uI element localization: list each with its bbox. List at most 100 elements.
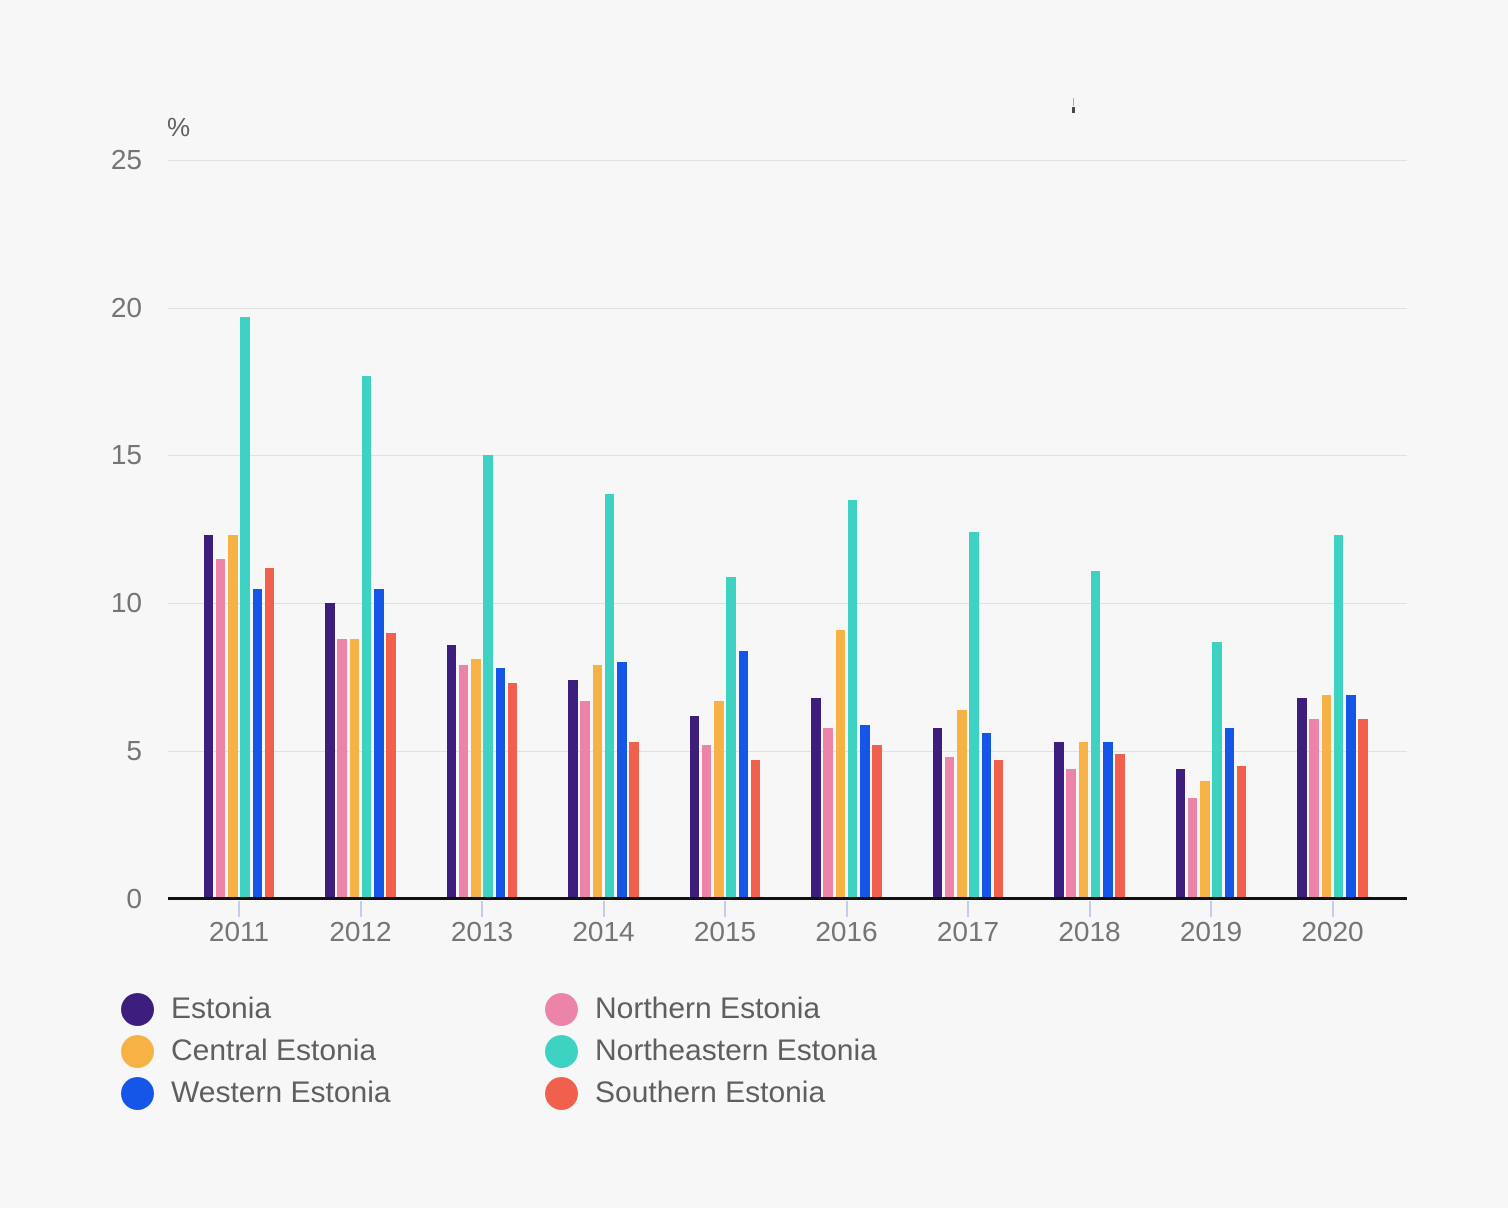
x-axis-tick-2017 [967, 901, 969, 917]
bar-northern-estonia-2011[interactable] [215, 558, 226, 899]
x-axis-tick-2016 [845, 901, 848, 917]
bar-western-estonia-2016[interactable] [860, 724, 870, 899]
bar-southern-estonia-2020[interactable] [1358, 718, 1368, 899]
x-axis-tick-2018 [1088, 901, 1091, 917]
bar-western-estonia-2013[interactable] [495, 668, 506, 899]
bar-northern-estonia-2013[interactable] [458, 665, 469, 899]
bar-northern-estonia-2014[interactable] [580, 700, 590, 899]
bar-northeastern-estonia-2014[interactable] [604, 493, 615, 899]
bar-central-estonia-2011[interactable] [228, 535, 238, 899]
bar-central-estonia-2019[interactable] [1200, 780, 1210, 899]
x-axis-tick-2013 [481, 901, 483, 917]
bar-northeastern-estonia-2012[interactable] [361, 375, 372, 899]
bar-northern-estonia-2018[interactable] [1066, 768, 1076, 899]
bar-estonia-2015[interactable] [689, 715, 700, 899]
bar-estonia-2017[interactable] [932, 727, 943, 899]
legend-item-northeastern-estonia[interactable]: Northeastern Estonia [545, 1034, 877, 1068]
x-axis-tick-2012 [359, 901, 362, 917]
y-axis-label-25: 25 [110, 143, 142, 175]
y-axis-label-10: 10 [110, 587, 142, 619]
bar-northeastern-estonia-2016[interactable] [847, 499, 858, 899]
legend-item-estonia[interactable]: Estonia [121, 992, 545, 1026]
y-axis-label-20: 20 [110, 291, 142, 323]
bar-northern-estonia-2016[interactable] [823, 727, 833, 899]
y-axis-label-15: 15 [110, 439, 142, 471]
bar-western-estonia-2017[interactable] [981, 733, 992, 899]
x-axis-label-2014: 2014 [572, 916, 635, 947]
legend-item-southern-estonia[interactable]: Southern Estonia [545, 1076, 877, 1110]
legend-swatch-icon [545, 1034, 578, 1068]
legend-swatch-icon [121, 1076, 154, 1110]
bar-central-estonia-2012[interactable] [349, 638, 360, 899]
bar-central-estonia-2015[interactable] [714, 700, 724, 899]
legend-item-northern-estonia[interactable]: Northern Estonia [545, 992, 877, 1026]
x-axis-tick-2011 [238, 901, 240, 917]
bar-western-estonia-2018[interactable] [1103, 742, 1113, 899]
bar-southern-estonia-2019[interactable] [1236, 765, 1247, 899]
bar-southern-estonia-2016[interactable] [872, 745, 882, 899]
bar-central-estonia-2013[interactable] [471, 659, 481, 899]
bar-estonia-2016[interactable] [811, 697, 821, 899]
bar-southern-estonia-2014[interactable] [629, 742, 639, 899]
legend-item-western-estonia[interactable]: Western Estonia [121, 1076, 545, 1110]
legend-swatch-icon [121, 992, 154, 1026]
x-axis-label-2017: 2017 [936, 916, 1000, 947]
bar-central-estonia-2016[interactable] [835, 629, 846, 899]
bar-northern-estonia-2020[interactable] [1309, 718, 1319, 899]
stray-artifact-mark [1072, 98, 1075, 114]
gridline-25 [168, 159, 1407, 161]
bar-southern-estonia-2017[interactable] [993, 760, 1004, 899]
bar-western-estonia-2012[interactable] [374, 588, 384, 899]
chart-legend: Estonia Central Estonia Western Estonia Nor… [121, 988, 877, 1114]
gridline-15 [168, 455, 1407, 457]
bar-southern-estonia-2011[interactable] [264, 567, 275, 899]
bar-northern-estonia-2012[interactable] [337, 638, 347, 899]
legend-label: Southern Estonia [595, 1076, 826, 1109]
bar-estonia-2018[interactable] [1054, 742, 1064, 899]
bar-western-estonia-2014[interactable] [617, 662, 627, 899]
bar-western-estonia-2011[interactable] [252, 588, 263, 899]
bar-southern-estonia-2013[interactable] [507, 683, 518, 899]
x-axis-label-2012: 2012 [329, 916, 392, 947]
x-axis-tick-2020 [1331, 901, 1334, 917]
bar-western-estonia-2015[interactable] [738, 650, 749, 899]
y-axis-label-0: 0 [126, 883, 142, 914]
bar-southern-estonia-2015[interactable] [750, 760, 761, 899]
x-axis-tick-2014 [602, 901, 605, 917]
bar-estonia-2014[interactable] [568, 680, 578, 899]
x-axis-label-2011: 2011 [208, 916, 270, 947]
bar-central-estonia-2014[interactable] [592, 665, 603, 899]
bar-northern-estonia-2019[interactable] [1187, 798, 1198, 899]
bar-estonia-2012[interactable] [325, 603, 335, 899]
bar-northern-estonia-2015[interactable] [701, 745, 712, 899]
bar-estonia-2019[interactable] [1175, 768, 1186, 899]
x-axis-label-2018: 2018 [1058, 916, 1121, 947]
x-axis-tick-2015 [724, 901, 726, 917]
bar-central-estonia-2018[interactable] [1078, 742, 1089, 899]
bar-southern-estonia-2018[interactable] [1115, 754, 1125, 899]
bar-northern-estonia-2017[interactable] [944, 757, 955, 899]
legend-swatch-icon [545, 992, 578, 1026]
bar-northeastern-estonia-2011[interactable] [240, 316, 250, 899]
bar-estonia-2013[interactable] [446, 644, 457, 899]
bar-northeastern-estonia-2013[interactable] [483, 455, 493, 899]
legend-swatch-icon [121, 1034, 154, 1068]
bar-southern-estonia-2012[interactable] [386, 632, 396, 899]
bar-northeastern-estonia-2018[interactable] [1090, 570, 1101, 899]
bar-estonia-2011[interactable] [203, 535, 214, 899]
bar-central-estonia-2017[interactable] [957, 709, 967, 899]
legend-item-central-estonia[interactable]: Central Estonia [121, 1034, 545, 1068]
x-axis-tick-2019 [1210, 901, 1212, 917]
bar-northeastern-estonia-2017[interactable] [969, 532, 979, 899]
gridline-20 [168, 307, 1407, 309]
bar-northeastern-estonia-2019[interactable] [1212, 641, 1222, 899]
bar-central-estonia-2020[interactable] [1321, 694, 1332, 899]
legend-swatch-icon [545, 1076, 578, 1110]
bar-northeastern-estonia-2015[interactable] [726, 576, 736, 899]
bar-northeastern-estonia-2020[interactable] [1333, 535, 1344, 899]
bar-estonia-2020[interactable] [1297, 697, 1307, 899]
bar-western-estonia-2020[interactable] [1346, 694, 1356, 899]
x-axis-label-2019: 2019 [1179, 916, 1243, 947]
bar-western-estonia-2019[interactable] [1224, 727, 1235, 899]
y-axis-unit-label: % [167, 112, 191, 142]
